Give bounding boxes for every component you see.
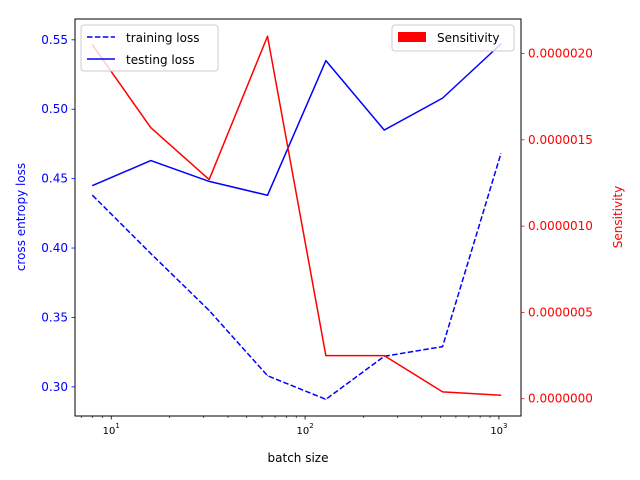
data-point-sensitivity-4 [325, 355, 327, 357]
data-point-testing-loss-4 [325, 60, 327, 62]
data-point-sensitivity-3 [267, 35, 269, 37]
data-point-sensitivity-5 [383, 355, 385, 357]
series-line-testing-loss [92, 43, 502, 197]
data-point-testing-loss-5 [383, 129, 385, 131]
plot-frame [74, 18, 522, 417]
data-point-testing-loss-2 [208, 180, 210, 182]
data-point-sensitivity-6 [442, 391, 444, 393]
x-tick-label-0: 101 [103, 422, 120, 437]
data-point-training-loss-0 [91, 194, 93, 196]
data-point-testing-loss-1 [150, 160, 152, 162]
y-left-tick-label-0: 0.30 [41, 380, 68, 394]
x-axis: 101 102 103 [80, 416, 508, 437]
series-line-sensitivity [91, 35, 501, 397]
y-left-tick-label-2: 0.40 [41, 241, 68, 255]
data-point-training-loss-6 [442, 346, 444, 348]
legend-left: training loss testing loss [80, 24, 219, 72]
data-point-training-loss-1 [150, 253, 152, 255]
y-right-tick-label-2: 0.0000010 [528, 219, 593, 233]
y-right-tick-label-3: 0.0000015 [528, 133, 593, 147]
legend-right: Sensitivity [391, 24, 515, 52]
x-tick-label-2: 103 [490, 422, 507, 437]
y-left-tick-label-5: 0.55 [41, 33, 68, 47]
legend-sensitivity-label: Sensitivity [437, 31, 499, 45]
plot-lines [91, 35, 502, 401]
legend-sensitivity-swatch [398, 32, 426, 42]
x-axis-label: batch size [268, 451, 329, 465]
y-left-tick-label-3: 0.45 [41, 172, 68, 186]
y-right-tick-label-4: 0.0000020 [528, 47, 593, 61]
data-point-sensitivity-1 [150, 127, 152, 129]
y-right-tick-label-1: 0.0000005 [528, 305, 593, 319]
y-axis-left: 0.30 0.35 0.40 0.45 0.50 0.55 [41, 33, 75, 394]
x-tick-label-1: 102 [296, 422, 313, 437]
legend-right-box [391, 24, 515, 52]
data-point-sensitivity-7 [500, 394, 502, 396]
data-point-training-loss-4 [325, 398, 327, 400]
legend-left-box [80, 24, 219, 72]
data-point-testing-loss-0 [91, 185, 93, 187]
legend-training-loss-label: training loss [126, 31, 199, 45]
y-left-tick-label-1: 0.35 [41, 310, 68, 324]
series-line-training-loss [91, 153, 502, 401]
y-axis-right-label: Sensitivity [611, 186, 625, 248]
y-axis-left-label: cross entropy loss [14, 163, 28, 271]
legend-testing-loss-label: testing loss [126, 53, 195, 67]
data-point-sensitivity-2 [208, 179, 210, 181]
data-point-testing-loss-3 [267, 194, 269, 196]
y-right-tick-label-0: 0.0000000 [528, 392, 593, 406]
y-axis-right: 0.0000000 0.0000005 0.0000010 0.0000015 0.00… [521, 47, 593, 406]
data-point-training-loss-2 [208, 310, 210, 312]
data-point-testing-loss-6 [442, 97, 444, 99]
y-left-tick-label-4: 0.50 [41, 102, 68, 116]
data-point-training-loss-3 [267, 375, 269, 377]
data-point-training-loss-7 [500, 153, 502, 155]
